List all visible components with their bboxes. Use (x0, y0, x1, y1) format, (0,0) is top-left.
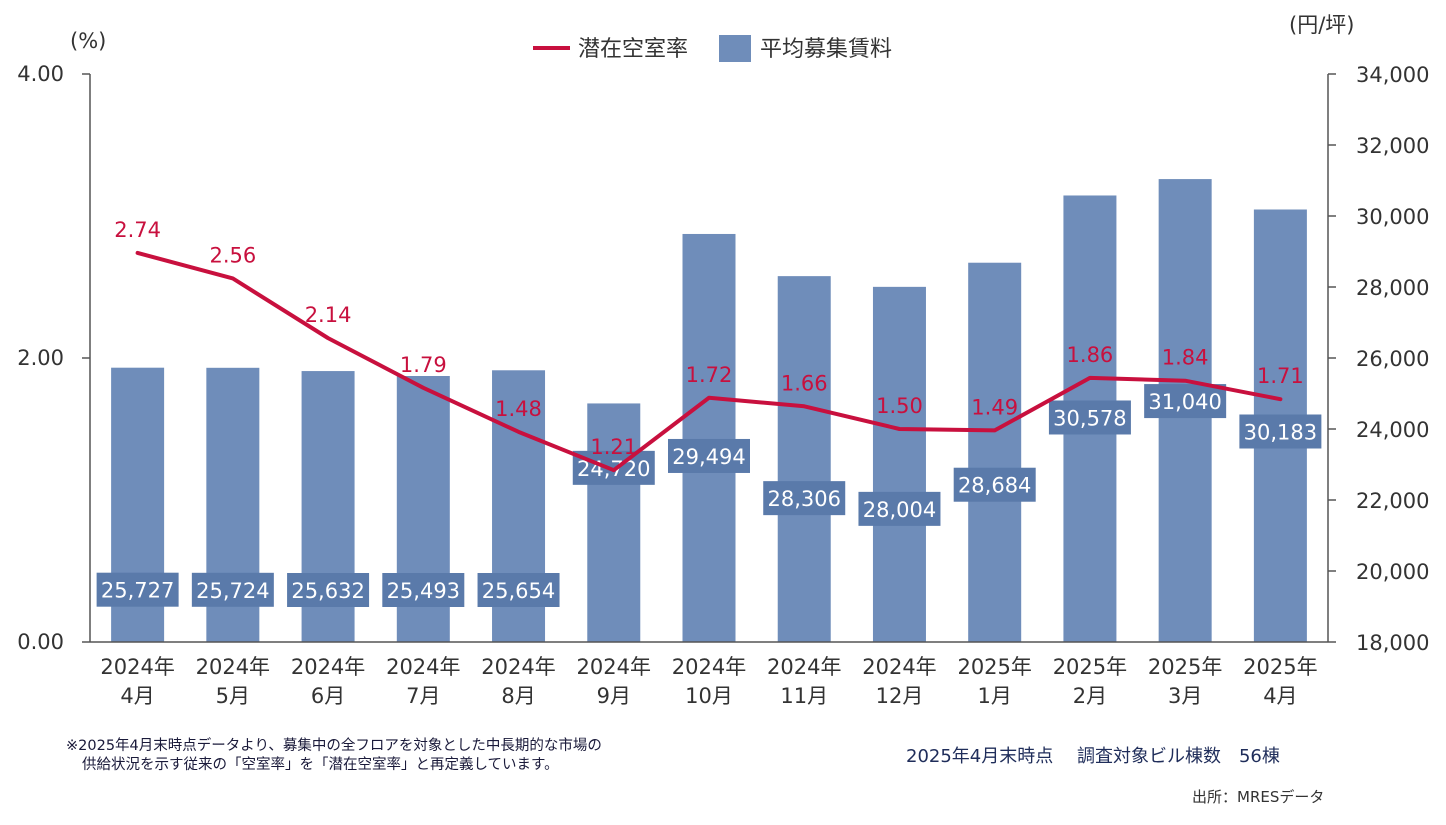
left-tick-label: 0.00 (17, 630, 64, 654)
bar-value-box (668, 438, 750, 473)
bar (777, 276, 831, 642)
line-series (135, 250, 1283, 473)
x-tick-month: 2月 (1073, 684, 1107, 708)
combo-chart: 0.00 2.00 4.00 18,000 20,000 22,000 24,000 26,0… (17, 13, 1429, 708)
bar-value-box (858, 491, 941, 526)
right-tick-label: 30,000 (1356, 205, 1429, 229)
right-tick-label: 32,000 (1356, 134, 1429, 158)
bar-value-box (1144, 384, 1227, 419)
bar-value-box (953, 467, 1036, 502)
footnote-line-1: ※2025年4月末時点データより、募集中の全フロアを対象とした中長期的な市場の (66, 738, 602, 754)
source-note: 出所：MRESデータ (1192, 788, 1325, 806)
x-tick-year: 2025年 (1243, 655, 1317, 679)
line-value-label: 1.86 (1067, 343, 1114, 367)
line-value-label: 1.48 (495, 397, 542, 421)
bar-value-label: 25,724 (196, 579, 269, 603)
x-tick-month: 1月 (978, 684, 1012, 708)
bar-value-label: 25,654 (482, 579, 555, 603)
line-value-label: 1.79 (400, 353, 447, 377)
axes-layer: 0.00 2.00 4.00 18,000 20,000 22,000 24,000 26,0… (17, 62, 1429, 708)
left-axis-unit: (%) (70, 29, 106, 53)
bar-value-label: 25,727 (101, 579, 174, 603)
legend-bar-swatch (719, 35, 751, 62)
footnote-line-2: 供給状況を示す従来の「空室率」を「潜在空室率」と再定義しています。 (82, 757, 559, 773)
line-value-label: 1.21 (590, 435, 637, 459)
x-tick-year: 2024年 (481, 655, 555, 679)
bar-value-box (382, 573, 465, 607)
bar-value-label: 25,493 (387, 579, 460, 603)
x-tick-year: 2024年 (386, 655, 460, 679)
legend-line-label: 潜在空室率 (578, 37, 688, 62)
line-value-label: 1.50 (876, 394, 923, 418)
left-tick-label: 2.00 (17, 346, 64, 370)
x-tick-year: 2025年 (957, 655, 1031, 679)
right-tick-label: 20,000 (1356, 560, 1429, 584)
bar (682, 233, 736, 642)
x-tick-year: 2024年 (672, 655, 746, 679)
legend: 潜在空室率 平均募集賃料 (533, 35, 892, 62)
bar (872, 286, 926, 642)
right-tick-label: 26,000 (1356, 347, 1429, 371)
bar-value-box (1239, 414, 1322, 449)
bar-value-label: 28,306 (767, 487, 840, 511)
bar-value-box (191, 572, 274, 607)
x-tick-month: 9月 (597, 684, 631, 708)
legend-bar-label: 平均募集賃料 (760, 37, 892, 62)
x-tick-month: 3月 (1168, 684, 1202, 708)
x-tick-year: 2024年 (100, 655, 174, 679)
line-value-label: 2.14 (305, 303, 352, 327)
bar-value-label: 30,578 (1053, 406, 1126, 430)
line-value-label: 1.66 (781, 371, 828, 395)
x-tick-year: 2024年 (862, 655, 936, 679)
x-tick-month: 8月 (501, 684, 535, 708)
line-value-label: 1.72 (686, 363, 733, 387)
line-value-label: 1.84 (1162, 346, 1209, 370)
survey-info: 2025年4月末時点 調査対象ビル棟数 56棟 (906, 746, 1280, 767)
bar-value-label: 29,494 (672, 445, 745, 469)
bar-value-box (96, 572, 179, 607)
x-tick-year: 2024年 (767, 655, 841, 679)
bar-value-label: 30,183 (1244, 421, 1317, 445)
line-value-label: 2.74 (114, 218, 161, 242)
line-value-label: 2.56 (209, 243, 256, 267)
x-tick-month: 5月 (216, 684, 250, 708)
x-tick-year: 2024年 (196, 655, 270, 679)
bar (968, 262, 1022, 642)
left-tick-label: 4.00 (17, 62, 64, 86)
x-tick-month: 10月 (685, 684, 733, 708)
right-tick-label: 22,000 (1356, 489, 1429, 513)
bar-value-box (763, 481, 846, 516)
footnote: ※2025年4月末時点データより、募集中の全フロアを対象とした中長期的な市場の … (66, 737, 602, 775)
x-tick-year: 2025年 (1148, 655, 1222, 679)
line-value-label: 1.49 (971, 395, 1018, 419)
line-layer: 2.74 2.56 2.14 1.79 1.48 1.21 1.72 1.66 1.50 1.49… (114, 218, 1304, 473)
right-tick-label: 24,000 (1356, 418, 1429, 442)
bar-value-box (1048, 400, 1131, 435)
right-tick-label: 34,000 (1356, 63, 1429, 87)
x-tick-year: 2024年 (577, 655, 651, 679)
x-tick-month: 4月 (1263, 684, 1297, 708)
x-tick-month: 12月 (876, 684, 924, 708)
bar-value-label: 31,040 (1148, 390, 1221, 414)
bar-value-box (477, 573, 560, 607)
right-tick-label: 28,000 (1356, 276, 1429, 300)
right-axis-unit: (円/坪) (1289, 13, 1354, 37)
bar (587, 403, 641, 642)
bar-value-box (287, 573, 370, 607)
x-tick-month: 4月 (120, 684, 154, 708)
line-value-label: 1.71 (1257, 364, 1304, 388)
x-tick-month: 7月 (406, 684, 440, 708)
bar-value-label: 28,004 (863, 498, 936, 522)
bar-value-label: 25,632 (291, 579, 364, 603)
x-tick-year: 2024年 (291, 655, 365, 679)
bar-value-label: 28,684 (958, 474, 1031, 498)
right-tick-label: 18,000 (1356, 631, 1429, 655)
x-tick-month: 11月 (780, 684, 828, 708)
x-tick-month: 6月 (311, 684, 345, 708)
x-tick-year: 2025年 (1053, 655, 1127, 679)
